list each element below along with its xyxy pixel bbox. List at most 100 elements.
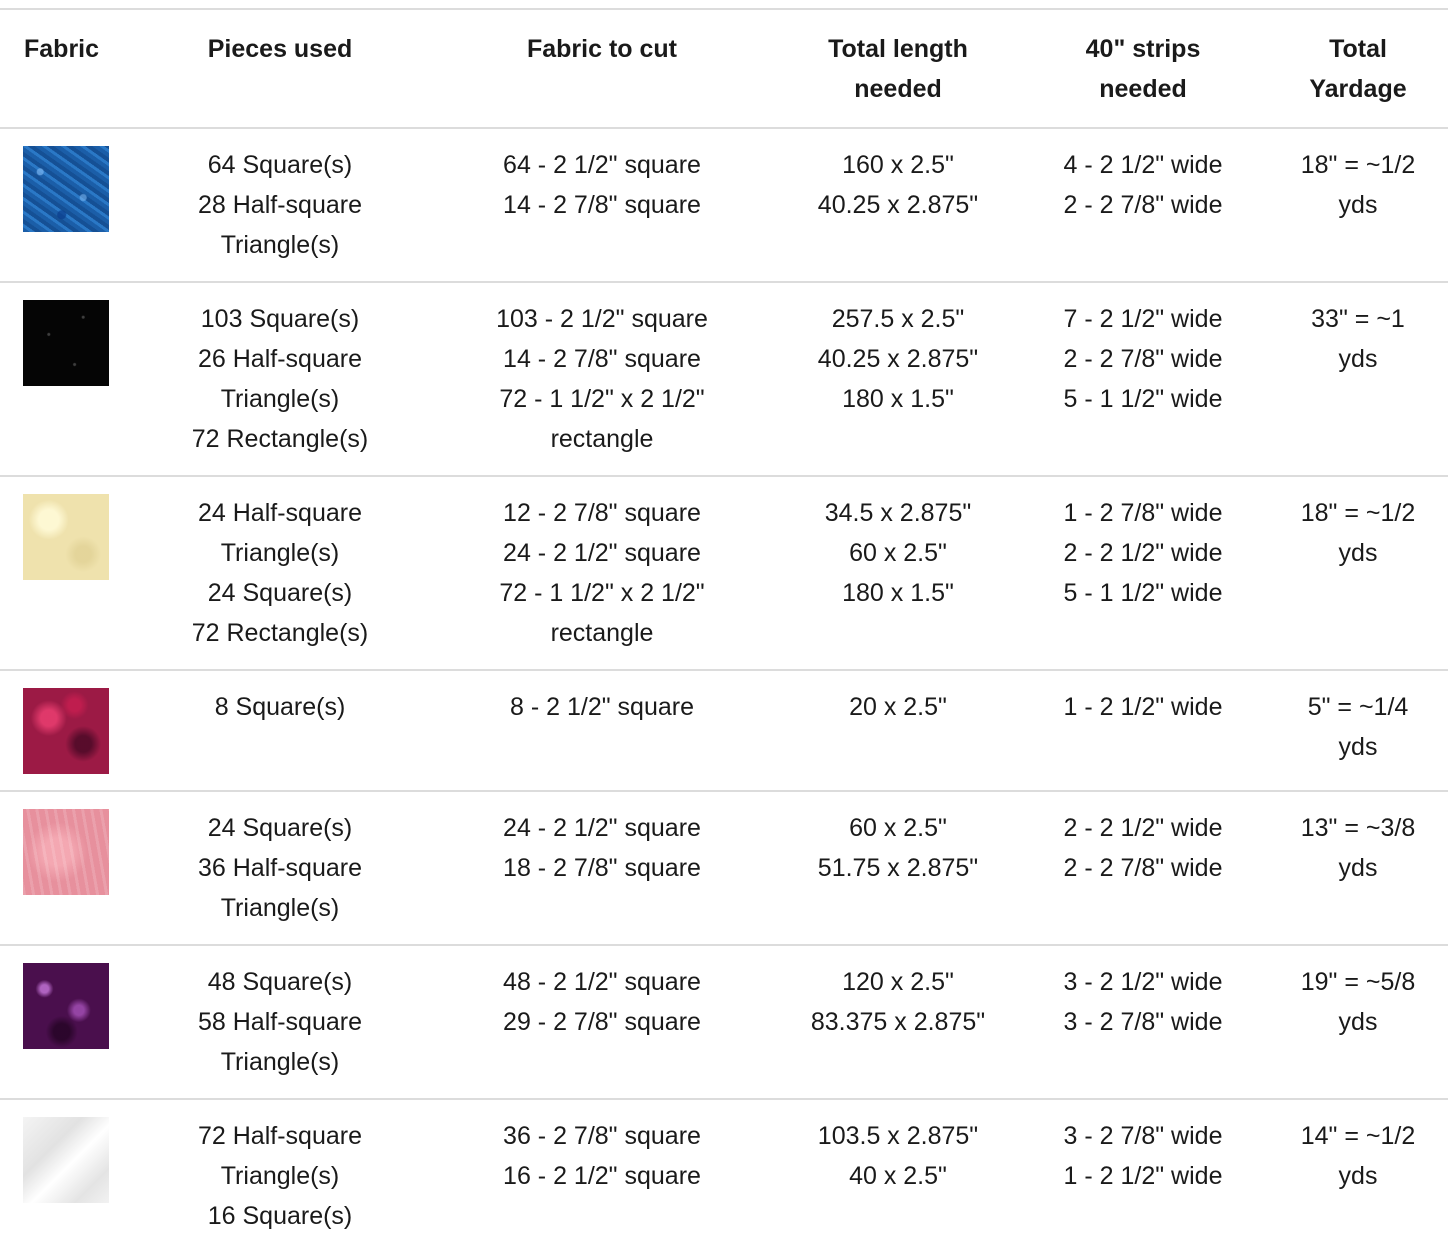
cut-line: 14 - 2 7/8" square	[503, 191, 701, 219]
length-cell: 160 x 2.5" 40.25 x 2.875"	[778, 128, 1018, 282]
header-yardage-label-line1: Total	[1329, 35, 1387, 63]
length-cell: 103.5 x 2.875" 40 x 2.5"	[778, 1099, 1018, 1252]
pieces-cell: 48 Square(s) 58 Half-square Triangle(s)	[134, 945, 426, 1099]
cut-line: 72 - 1 1/2" x 2 1/2"	[499, 385, 705, 413]
strips-line: 3 - 2 7/8" wide	[1063, 1122, 1223, 1150]
strips-cell: 4 - 2 1/2" wide 2 - 2 7/8" wide	[1018, 128, 1268, 282]
header-yardage-label-line2: Yardage	[1309, 75, 1407, 103]
yardage-cell: 13" = ~3/8 yds	[1268, 791, 1448, 945]
fabric-swatch-image	[23, 494, 109, 580]
header-strips-needed: 40" strips needed	[1018, 9, 1268, 128]
pieces-line: Triangle(s)	[220, 1048, 340, 1076]
length-line: 40.25 x 2.875"	[817, 345, 979, 373]
pieces-line: 24 Square(s)	[207, 814, 353, 842]
pieces-cell: 103 Square(s) 26 Half-square Triangle(s)…	[134, 282, 426, 476]
strips-cell: 3 - 2 1/2" wide 3 - 2 7/8" wide	[1018, 945, 1268, 1099]
cut-line: 103 - 2 1/2" square	[496, 305, 708, 333]
pieces-line: 8 Square(s)	[214, 693, 346, 721]
header-total-length: Total length needed	[778, 9, 1018, 128]
header-pieces-label: Pieces used	[207, 35, 353, 63]
pieces-line: 72 Rectangle(s)	[191, 425, 369, 453]
cut-line: 64 - 2 1/2" square	[503, 151, 701, 179]
strips-line: 1 - 2 7/8" wide	[1063, 499, 1223, 527]
strips-line: 3 - 2 1/2" wide	[1063, 968, 1223, 996]
table-row: 103 Square(s) 26 Half-square Triangle(s)…	[0, 282, 1448, 476]
fabric-swatch-image	[23, 146, 109, 232]
strips-line: 2 - 2 7/8" wide	[1063, 345, 1223, 373]
table-body: 64 Square(s) 28 Half-square Triangle(s) …	[0, 128, 1448, 1252]
strips-cell: 1 - 2 7/8" wide 2 - 2 1/2" wide 5 - 1 1/…	[1018, 476, 1268, 670]
fabric-cell	[0, 476, 134, 670]
header-fabric: Fabric	[0, 9, 134, 128]
strips-line: 2 - 2 7/8" wide	[1063, 191, 1223, 219]
yardage-line: yds	[1338, 733, 1378, 761]
yardage-cell: 5" = ~1/4 yds	[1268, 670, 1448, 791]
cut-cell: 8 - 2 1/2" square	[426, 670, 778, 791]
header-total-yardage: Total Yardage	[1268, 9, 1448, 128]
pieces-line: 28 Half-square	[198, 191, 362, 219]
yardage-line: yds	[1338, 539, 1378, 567]
fabric-swatch-image	[23, 688, 109, 774]
strips-cell: 7 - 2 1/2" wide 2 - 2 7/8" wide 5 - 1 1/…	[1018, 282, 1268, 476]
pieces-line: Triangle(s)	[220, 894, 340, 922]
pieces-cell: 8 Square(s)	[134, 670, 426, 791]
fabric-cell	[0, 1099, 134, 1252]
table-header: Fabric Pieces used Fabric to cut Total l…	[0, 9, 1448, 128]
fabric-cutting-table: Fabric Pieces used Fabric to cut Total l…	[0, 8, 1448, 1252]
header-pieces-used: Pieces used	[134, 9, 426, 128]
length-line: 120 x 2.5"	[842, 968, 954, 996]
yardage-line: 13" = ~3/8	[1300, 814, 1416, 842]
fabric-cell	[0, 670, 134, 791]
pieces-line: Triangle(s)	[220, 231, 340, 259]
length-line: 60 x 2.5"	[849, 814, 947, 842]
table-row: 72 Half-square Triangle(s) 16 Square(s) …	[0, 1099, 1448, 1252]
length-cell: 20 x 2.5"	[778, 670, 1018, 791]
yardage-line: yds	[1338, 1162, 1378, 1190]
yardage-cell: 14" = ~1/2 yds	[1268, 1099, 1448, 1252]
pieces-line: 58 Half-square	[198, 1008, 362, 1036]
length-line: 40 x 2.5"	[849, 1162, 947, 1190]
table-row: 24 Half-square Triangle(s) 24 Square(s) …	[0, 476, 1448, 670]
yardage-line: 19" = ~5/8	[1300, 968, 1416, 996]
pieces-line: Triangle(s)	[220, 385, 340, 413]
yardage-line: 18" = ~1/2	[1300, 151, 1416, 179]
strips-line: 2 - 2 1/2" wide	[1063, 814, 1223, 842]
length-line: 103.5 x 2.875"	[817, 1122, 979, 1150]
cut-line: 36 - 2 7/8" square	[503, 1122, 701, 1150]
strips-line: 3 - 2 7/8" wide	[1063, 1008, 1223, 1036]
pieces-cell: 24 Half-square Triangle(s) 24 Square(s) …	[134, 476, 426, 670]
header-row: Fabric Pieces used Fabric to cut Total l…	[0, 9, 1448, 128]
strips-line: 4 - 2 1/2" wide	[1063, 151, 1223, 179]
length-line: 160 x 2.5"	[842, 151, 954, 179]
table-row: 48 Square(s) 58 Half-square Triangle(s) …	[0, 945, 1448, 1099]
yardage-line: yds	[1338, 854, 1378, 882]
yardage-line: 33" = ~1	[1311, 305, 1405, 333]
fabric-cell	[0, 282, 134, 476]
cut-line: 24 - 2 1/2" square	[503, 814, 701, 842]
pieces-line: Triangle(s)	[220, 1162, 340, 1190]
strips-line: 5 - 1 1/2" wide	[1063, 385, 1223, 413]
table-row: 64 Square(s) 28 Half-square Triangle(s) …	[0, 128, 1448, 282]
yardage-cell: 18" = ~1/2 yds	[1268, 128, 1448, 282]
length-line: 40.25 x 2.875"	[817, 191, 979, 219]
cut-line: 24 - 2 1/2" square	[503, 539, 701, 567]
header-fabric-to-cut: Fabric to cut	[426, 9, 778, 128]
pieces-line: Triangle(s)	[220, 539, 340, 567]
fabric-swatch-image	[23, 1117, 109, 1203]
cut-line: 8 - 2 1/2" square	[510, 693, 694, 721]
strips-line: 5 - 1 1/2" wide	[1063, 579, 1223, 607]
pieces-line: 24 Half-square	[198, 499, 362, 527]
table-row: 8 Square(s) 8 - 2 1/2" square 20 x 2.5" …	[0, 670, 1448, 791]
header-cut-label: Fabric to cut	[526, 35, 677, 63]
length-cell: 60 x 2.5" 51.75 x 2.875"	[778, 791, 1018, 945]
header-strips-label-line2: needed	[1099, 75, 1187, 103]
cut-line: 48 - 2 1/2" square	[503, 968, 701, 996]
yardage-line: 18" = ~1/2	[1300, 499, 1416, 527]
fabric-cell	[0, 945, 134, 1099]
header-fabric-label: Fabric	[24, 35, 100, 63]
pieces-cell: 72 Half-square Triangle(s) 16 Square(s)	[134, 1099, 426, 1252]
table-row: 24 Square(s) 36 Half-square Triangle(s) …	[0, 791, 1448, 945]
header-length-label-line1: Total length	[828, 35, 968, 63]
strips-line: 2 - 2 7/8" wide	[1063, 854, 1223, 882]
